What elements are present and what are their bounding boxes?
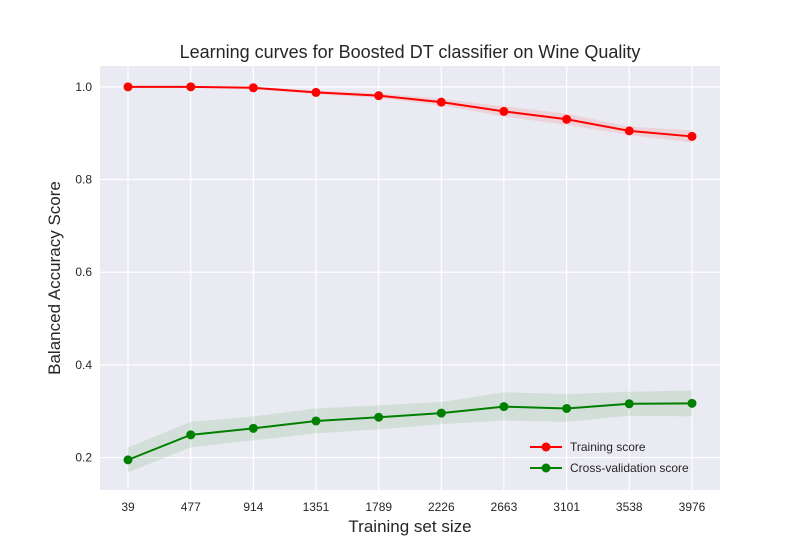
series-point-0 <box>562 114 572 124</box>
x-tick-label: 3538 <box>616 500 643 514</box>
x-tick-labels: 39 477 914 1351 1789 2226 2663 3101 3538 3976 <box>121 500 705 514</box>
y-axis-label: Balanced Accuracy Score <box>45 181 64 375</box>
y-tick-labels: 0.2 0.4 0.6 0.8 1.0 <box>75 80 92 465</box>
legend-marker-1 <box>541 463 551 473</box>
x-tick-label: 2226 <box>428 500 455 514</box>
series-point-0 <box>624 126 634 136</box>
series-point-1 <box>562 403 572 413</box>
y-tick-label: 0.4 <box>75 358 92 372</box>
series-band-1 <box>128 390 692 473</box>
y-tick-label: 0.8 <box>75 173 92 187</box>
plot-area <box>100 66 720 490</box>
series-point-0 <box>499 106 509 116</box>
series-point-0 <box>186 82 196 92</box>
legend-marker-0 <box>541 442 551 452</box>
x-tick-label: 477 <box>181 500 201 514</box>
series-point-0 <box>436 97 446 107</box>
x-tick-label: 3101 <box>553 500 580 514</box>
series-point-1 <box>499 402 509 412</box>
series-point-1 <box>436 408 446 418</box>
x-tick-label: 39 <box>121 500 135 514</box>
x-tick-label: 1789 <box>365 500 392 514</box>
chart-title: Learning curves for Boosted DT classifie… <box>180 42 641 62</box>
series-point-1 <box>311 416 321 426</box>
series-point-1 <box>123 455 133 465</box>
series-point-0 <box>248 83 258 93</box>
series-point-1 <box>374 412 384 422</box>
series-point-0 <box>311 87 321 97</box>
legend-label-1: Cross-validation score <box>570 461 689 475</box>
x-tick-label: 1351 <box>303 500 330 514</box>
legend: Training score Cross-validation score <box>530 440 689 475</box>
x-tick-label: 914 <box>243 500 263 514</box>
x-tick-label: 3976 <box>679 500 706 514</box>
series-point-0 <box>123 82 133 92</box>
series-point-1 <box>687 398 697 408</box>
series-point-0 <box>374 91 384 101</box>
legend-label-0: Training score <box>570 440 646 454</box>
x-axis-label: Training set size <box>348 517 471 536</box>
series-point-1 <box>624 399 634 409</box>
x-tick-label: 2663 <box>491 500 518 514</box>
series-line-0 <box>128 85 693 138</box>
y-tick-label: 1.0 <box>75 80 92 94</box>
series-lines <box>127 85 693 461</box>
series-points <box>123 82 697 465</box>
series-point-0 <box>687 131 697 141</box>
series-point-1 <box>186 430 196 440</box>
series-line-1 <box>127 402 693 461</box>
y-tick-label: 0.2 <box>75 451 92 465</box>
series-point-1 <box>248 423 258 433</box>
y-tick-label: 0.6 <box>75 265 92 279</box>
grid-lines <box>100 66 720 490</box>
